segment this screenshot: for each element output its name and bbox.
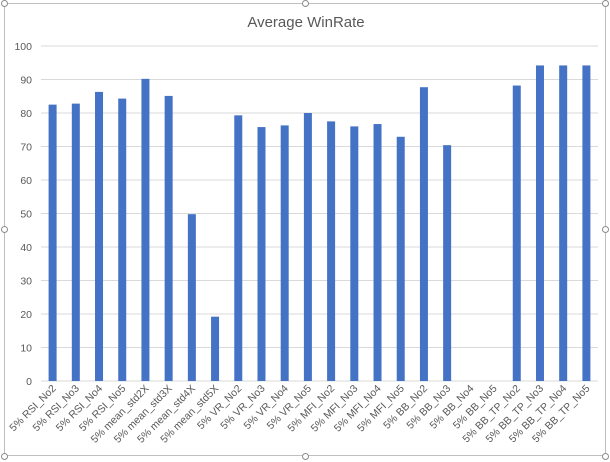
resize-handle-bottom-left[interactable] [1, 453, 8, 460]
bars [48, 65, 591, 382]
bar-2 [95, 91, 104, 382]
bar-9 [257, 127, 266, 381]
resize-handle-top-center[interactable] [302, 0, 309, 7]
y-axis-ticks: 0 10 20 30 40 50 60 70 80 90 100 [14, 41, 32, 388]
y-tick-label: 10 [20, 343, 32, 355]
chart-frame[interactable]: Average WinRate 0 10 20 30 40 50 60 70 80 90 100 5… [4, 3, 606, 456]
y-tick-label: 20 [20, 309, 32, 321]
bar-5 [164, 95, 173, 381]
resize-handle-bottom-center[interactable] [302, 453, 309, 460]
bar-15 [396, 136, 405, 381]
resize-handle-top-right[interactable] [602, 0, 609, 7]
bar-21 [535, 65, 544, 382]
bar-22 [559, 65, 568, 382]
chart-title: Average WinRate [247, 14, 364, 31]
y-tick-label: 0 [26, 376, 32, 388]
bar-6 [187, 214, 196, 381]
y-tick-label: 50 [20, 209, 32, 221]
gridlines [41, 45, 598, 382]
bar-1 [71, 103, 80, 382]
bar-23 [582, 65, 591, 382]
y-tick-label: 70 [20, 142, 32, 154]
bar-16 [419, 87, 428, 381]
bar-7 [211, 316, 220, 381]
bar-12 [327, 121, 336, 381]
y-tick-label: 30 [20, 276, 32, 288]
bar-3 [118, 98, 127, 381]
resize-handle-bottom-right[interactable] [602, 453, 609, 460]
bar-4 [141, 78, 150, 381]
bar-14 [373, 124, 382, 382]
resize-handle-middle-left[interactable] [1, 226, 8, 233]
resize-handle-top-left[interactable] [1, 0, 8, 7]
bar-8 [234, 115, 243, 381]
y-tick-label: 80 [20, 108, 32, 120]
y-tick-label: 40 [20, 242, 32, 254]
bar-11 [303, 113, 312, 381]
y-tick-label: 100 [14, 41, 32, 53]
bar-17 [443, 145, 452, 381]
bar-10 [280, 125, 289, 382]
y-tick-label: 90 [20, 75, 32, 87]
bar-0 [48, 104, 57, 381]
y-tick-label: 60 [20, 175, 32, 187]
bar-13 [350, 126, 359, 382]
bar-20 [512, 85, 521, 381]
resize-handle-middle-right[interactable] [602, 226, 609, 233]
bar-chart: Average WinRate 0 10 20 30 40 50 60 70 80 90 100 5… [7, 14, 598, 446]
